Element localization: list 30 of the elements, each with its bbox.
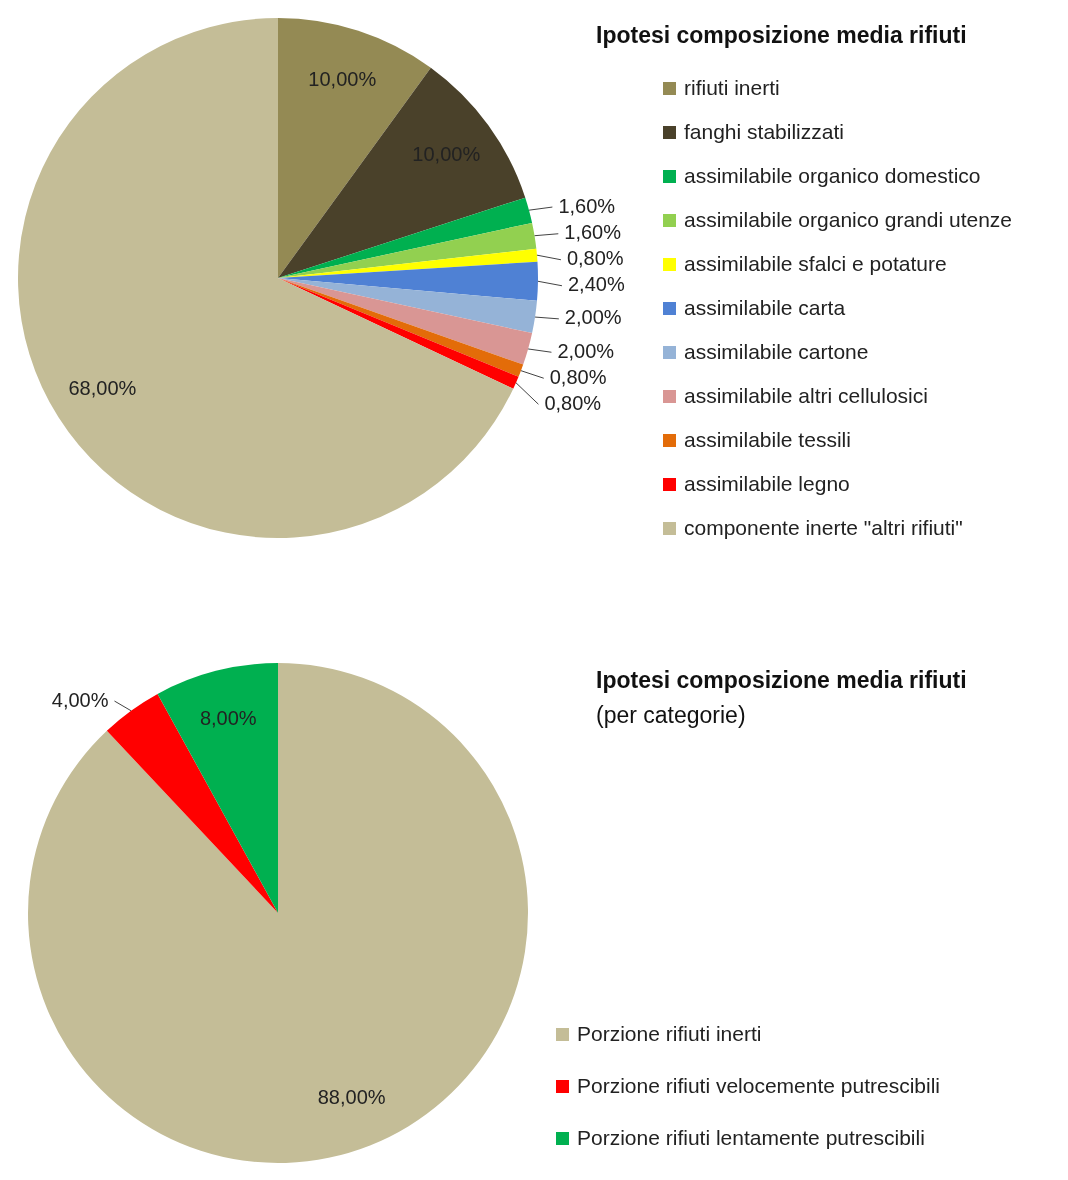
text: (per categorie): [596, 702, 747, 729]
legend-label: componente inerte "altri rifiuti": [684, 516, 963, 540]
chart-title: Ipotesi composizione media rifiuti: [596, 22, 967, 49]
legend-label: assimilabile altri cellulosici: [684, 384, 928, 408]
legend-label: assimilabile sfalci e potature: [684, 252, 947, 276]
legend-label: Porzione rifiuti inerti: [577, 1022, 762, 1046]
legend-label: assimilabile organico grandi utenze: [684, 208, 1013, 232]
legend-label: fanghi stabilizzati: [684, 120, 844, 144]
data-label: 8,00%: [199, 706, 257, 729]
data-label: 2,00%: [557, 339, 615, 362]
legend-label: assimilabile carta: [684, 296, 846, 320]
chart-title: Ipotesi composizione media rifiuti: [596, 667, 967, 694]
data-label: 10,00%: [308, 67, 377, 90]
data-label: 2,00%: [564, 306, 622, 329]
legend-label: Porzione rifiuti lentamente putrescibili: [577, 1126, 925, 1150]
legend-label: assimilabile legno: [684, 472, 850, 496]
legend-label: rifiuti inerti: [684, 76, 780, 100]
data-label: 1,60%: [558, 194, 616, 217]
data-label: 0,80%: [566, 247, 624, 270]
data-label: 68,00%: [68, 376, 137, 399]
data-label: 4,00%: [51, 688, 109, 711]
data-label: 1,60%: [564, 221, 622, 244]
legend-label: Porzione rifiuti velocemente putrescibili: [577, 1074, 940, 1098]
legend-label: assimilabile organico domestico: [684, 164, 981, 188]
legend-label: assimilabile tessili: [684, 428, 851, 452]
data-label: 0,80%: [544, 391, 602, 414]
data-label: 2,40%: [567, 273, 625, 296]
legend-label: assimilabile cartone: [684, 340, 869, 364]
data-label: 88,00%: [317, 1086, 386, 1109]
data-label: 0,80%: [549, 365, 607, 388]
